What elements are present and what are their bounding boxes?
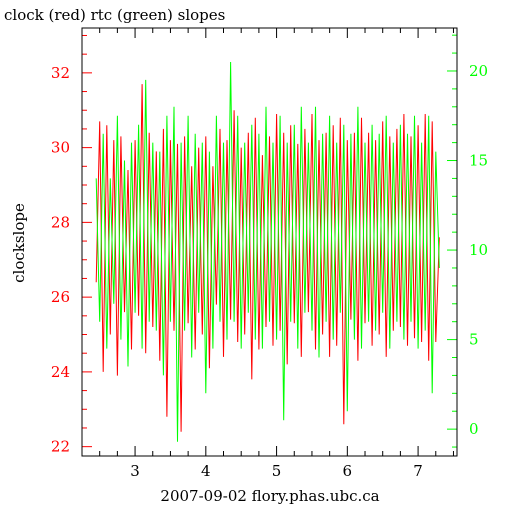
y-right-tick-label: 5 bbox=[469, 331, 479, 349]
y-right-tick-label: 15 bbox=[469, 152, 488, 170]
plot-frame bbox=[81, 27, 458, 457]
x-tick-label: 6 bbox=[343, 462, 353, 480]
chart-title: clock (red) rtc (green) slopes bbox=[4, 6, 225, 24]
tick-layer: 3 4 5 6 7 22 24 26 28 30 32 0 5 10 15 20 bbox=[51, 28, 488, 480]
y-left-tick-label: 26 bbox=[51, 288, 70, 306]
y-right-tick-label: 0 bbox=[469, 420, 479, 438]
x-axis-label: 2007-09-02 flory.phas.ubc.ca bbox=[160, 487, 379, 505]
x-tick-label: 5 bbox=[272, 462, 282, 480]
y-left-tick-label: 22 bbox=[51, 438, 70, 456]
series-layer bbox=[95, 61, 440, 442]
y-left-tick-label: 28 bbox=[51, 213, 70, 231]
x-tick-label: 7 bbox=[413, 462, 423, 480]
y-left-tick-label: 30 bbox=[51, 139, 70, 157]
y-right-tick-label: 10 bbox=[469, 241, 488, 259]
series-rtc-line bbox=[95, 61, 440, 442]
y-left-tick-label: 32 bbox=[51, 64, 70, 82]
y-right-tick-label: 20 bbox=[469, 62, 488, 80]
x-tick-label: 3 bbox=[130, 462, 140, 480]
y-axis-label: clockslope bbox=[10, 203, 28, 283]
x-tick-label: 4 bbox=[201, 462, 211, 480]
y-left-tick-label: 24 bbox=[51, 363, 70, 381]
